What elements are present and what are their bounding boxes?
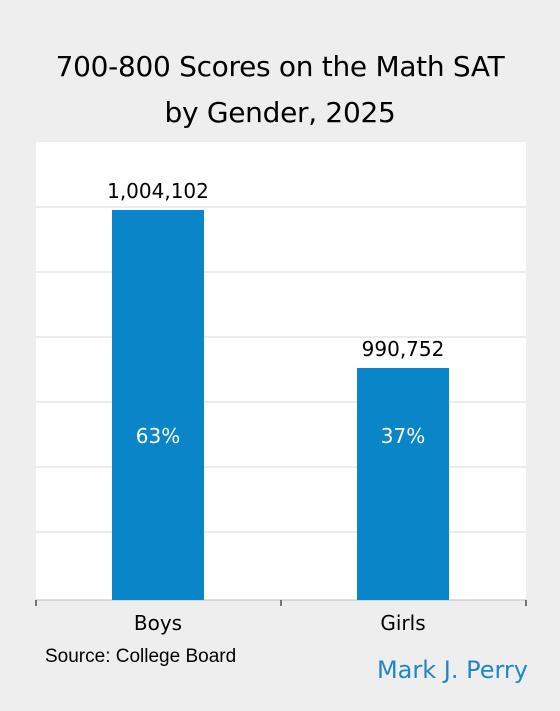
category-label-boys: Boys: [134, 611, 182, 635]
data-label-girls: 990,752: [362, 337, 445, 361]
bar-boys: [112, 210, 204, 600]
chart-title-line-2: by Gender, 2025: [164, 96, 396, 129]
bar-girls: [357, 368, 449, 600]
category-label-girls: Girls: [380, 611, 425, 635]
percent-label-boys: 63%: [136, 424, 180, 448]
author-credit: Mark J. Perry: [376, 656, 528, 684]
percent-label-girls: 37%: [381, 424, 425, 448]
data-label-boys: 1,004,102: [107, 179, 209, 203]
source-note: Source: College Board: [45, 646, 237, 667]
chart-title-line-1: 700-800 Scores on the Math SAT: [55, 50, 505, 83]
